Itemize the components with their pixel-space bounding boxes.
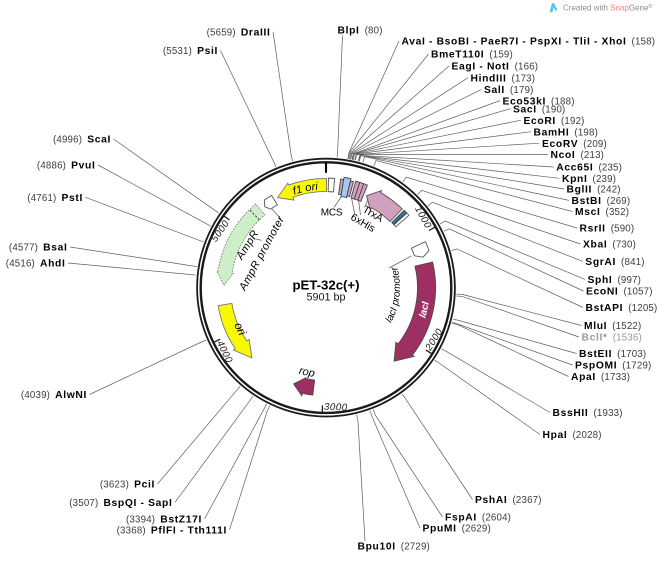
svg-text:XbaI (730): XbaI (730) — [583, 240, 636, 251]
svg-text:EcoRV (209): EcoRV (209) — [542, 139, 607, 150]
svg-text:PpuMI (2629): PpuMI (2629) — [423, 524, 491, 535]
svg-text:KpnI (239): KpnI (239) — [562, 174, 616, 185]
svg-text:MCS: MCS — [321, 208, 343, 219]
svg-text:(5531) PsiI: (5531) PsiI — [163, 46, 218, 57]
svg-text:BstBI (269): BstBI (269) — [572, 196, 631, 207]
svg-text:ApaI (1733): ApaI (1733) — [571, 372, 630, 383]
svg-text:5901 bp: 5901 bp — [306, 292, 345, 304]
svg-text:PshAI (2367): PshAI (2367) — [475, 495, 542, 506]
svg-text:(4996) ScaI: (4996) ScaI — [53, 135, 111, 146]
svg-text:HindIII (173): HindIII (173) — [471, 73, 536, 84]
svg-text:MscI (352): MscI (352) — [575, 207, 629, 218]
svg-text:(4886) PvuI: (4886) PvuI — [37, 161, 96, 172]
svg-text:BclI* (1536): BclI* (1536) — [582, 333, 642, 344]
svg-text:BssHII (1933): BssHII (1933) — [553, 408, 623, 419]
svg-text:pET-32c(+): pET-32c(+) — [292, 278, 359, 293]
svg-text:RsrII (590): RsrII (590) — [580, 224, 635, 235]
svg-text:BstEII (1703): BstEII (1703) — [579, 349, 646, 360]
svg-text:(4039) AlwNI: (4039) AlwNI — [21, 390, 87, 401]
svg-text:AvaI - BsoBI - PaeR7I - PspXI: AvaI - BsoBI - PaeR7I - PspXI - TliI - X… — [402, 37, 656, 48]
svg-text:FspAI (2604): FspAI (2604) — [445, 513, 511, 524]
svg-text:SalI (179): SalI (179) — [484, 85, 534, 96]
svg-text:EagI - NotI (166): EagI - NotI (166) — [452, 62, 539, 73]
svg-text:(4577) BsaI: (4577) BsaI — [9, 243, 68, 254]
svg-text:(5659) DraIII: (5659) DraIII — [207, 28, 271, 39]
svg-text:HpaI (2028): HpaI (2028) — [543, 430, 602, 441]
svg-text:EcoNI (1057): EcoNI (1057) — [586, 287, 653, 298]
svg-text:(3507) BspQI - SapI: (3507) BspQI - SapI — [69, 498, 172, 509]
svg-text:BglII (242): BglII (242) — [567, 185, 621, 196]
svg-text:Acc65I (235): Acc65I (235) — [556, 163, 622, 174]
svg-text:BlpI (80): BlpI (80) — [338, 26, 383, 37]
svg-text:SacI (190): SacI (190) — [513, 104, 565, 115]
svg-text:(3394) BstZ17I: (3394) BstZ17I — [126, 515, 202, 526]
svg-text:BamHI (198): BamHI (198) — [534, 127, 599, 138]
svg-text:MluI (1522): MluI (1522) — [584, 321, 641, 332]
svg-text:BmeT110I (159): BmeT110I (159) — [431, 50, 513, 61]
svg-text:Bpu10I (2729): Bpu10I (2729) — [358, 542, 430, 553]
svg-text:PspOMI (1729): PspOMI (1729) — [575, 361, 651, 372]
svg-text:EcoRI (192): EcoRI (192) — [524, 116, 585, 127]
svg-text:NcoI (213): NcoI (213) — [551, 150, 605, 161]
svg-text:(4516) AhdI: (4516) AhdI — [6, 259, 66, 270]
svg-text:SgrAI (841): SgrAI (841) — [585, 257, 644, 268]
svg-text:BstAPI (1205): BstAPI (1205) — [586, 303, 658, 314]
svg-text:SphI (997): SphI (997) — [588, 275, 642, 286]
svg-text:(3623) PciI: (3623) PciI — [100, 480, 155, 491]
svg-text:(3368) PflFI - Tth111I: (3368) PflFI - Tth111I — [117, 525, 227, 536]
svg-text:3000: 3000 — [324, 402, 348, 414]
svg-text:Created with SnapGene®: Created with SnapGene® — [563, 3, 652, 13]
svg-text:(4761) PstI: (4761) PstI — [27, 193, 83, 204]
